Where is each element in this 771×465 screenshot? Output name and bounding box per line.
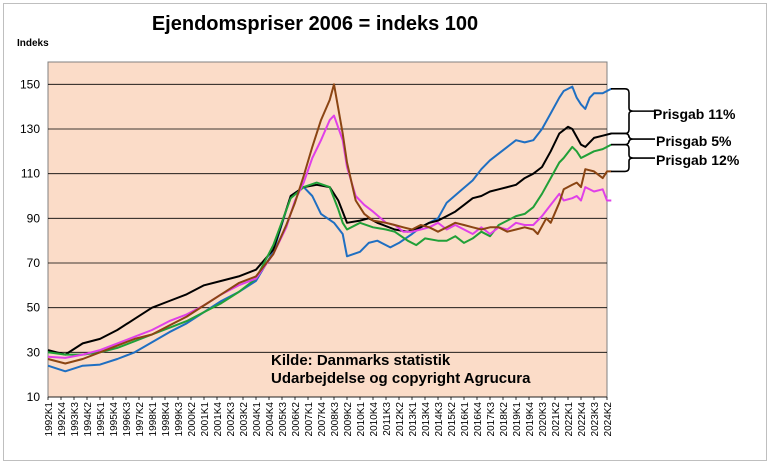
chart-title: Ejendomspriser 2006 = indeks 100 — [151, 13, 479, 35]
x-tick-label: 1997K2 — [135, 402, 146, 437]
x-tick-label: 2001K1 — [200, 402, 211, 437]
x-tick-label: 1998K1 — [148, 402, 159, 437]
x-tick-label: 2020K3 — [538, 402, 549, 437]
x-tick-label: 2003K2 — [239, 402, 250, 437]
x-tick-label: 2002K3 — [226, 402, 237, 437]
x-tick-label: 2013K1 — [408, 402, 419, 437]
x-tick-label: 2004K1 — [252, 402, 263, 437]
series-line — [47, 143, 612, 356]
y-axis-ticks: 10 30 50 70 90 110 130 150 — [20, 77, 40, 404]
x-tick-label: 1994K2 — [83, 402, 94, 437]
x-tick-label: 1998K4 — [161, 402, 172, 437]
x-axis-ticks: 1992K1 1992K4 1993K3 1994K2 1995K1 1995K4 1996… — [44, 397, 614, 436]
x-tick-label: 2023K3 — [590, 402, 601, 437]
x-tick-label: 1999K3 — [174, 402, 185, 437]
series-layer — [47, 83, 612, 373]
x-tick-label: 2007K1 — [304, 402, 315, 437]
x-tick-label: 2022K4 — [577, 402, 588, 437]
x-tick-label: 2010K1 — [356, 402, 367, 437]
gap-bracket — [611, 132, 634, 146]
y-tick-label: 90 — [27, 211, 41, 225]
y-tick-label: 150 — [20, 77, 40, 91]
x-tick-label: 2017K3 — [486, 402, 497, 437]
chart-frame — [3, 3, 767, 461]
x-tick-label: 2006K2 — [291, 402, 302, 437]
annotation-prisgab-11: Prisgab 11% — [653, 106, 736, 122]
x-tick-label: 2022K1 — [564, 402, 575, 437]
x-tick-label: 1993K3 — [70, 402, 81, 437]
x-tick-label: 2007K4 — [317, 402, 328, 437]
x-tick-label: 1995K4 — [109, 402, 120, 437]
series-line — [47, 83, 612, 365]
y-tick-label: 50 — [27, 301, 41, 315]
y-tick-label: 30 — [27, 345, 41, 359]
x-tick-label: 1992K4 — [57, 402, 68, 437]
x-tick-label: 2018K2 — [499, 402, 510, 437]
x-tick-label: 2013K4 — [421, 402, 432, 437]
x-tick-label: 1996K3 — [122, 402, 133, 437]
x-tick-label: 2016K1 — [460, 402, 471, 437]
x-tick-label: 2012K2 — [395, 402, 406, 437]
source-note: Kilde: Danmarks statistik Udarbejdelse o… — [271, 352, 531, 388]
plot-area — [47, 61, 608, 398]
x-tick-label: 2004K4 — [265, 402, 276, 437]
x-tick-label: 1992K1 — [44, 402, 55, 437]
price-gap-brackets — [611, 88, 655, 173]
x-tick-label: 2000K2 — [187, 402, 198, 437]
x-tick-label: 2001K4 — [213, 402, 224, 437]
y-tick-label: 130 — [20, 122, 40, 136]
annotation-prisgab-5: Prisgab 5% — [656, 133, 732, 149]
gap-bracket — [611, 143, 634, 173]
y-tick-label: 10 — [27, 390, 41, 404]
x-tick-label: 2015K2 — [447, 402, 458, 437]
source-line: Kilde: Danmarks statistik — [271, 352, 451, 369]
y-tick-label: 110 — [21, 167, 40, 181]
x-tick-label: 2011K3 — [382, 402, 393, 436]
x-tick-label: 2009K2 — [343, 402, 354, 437]
x-tick-label: 2010K4 — [369, 402, 380, 437]
x-tick-label: 2019K1 — [512, 402, 523, 437]
x-tick-label: 1995K1 — [96, 402, 107, 437]
x-tick-label: 2021K2 — [551, 402, 562, 437]
grid-lines — [48, 83, 607, 398]
x-tick-label: 2016K4 — [473, 402, 484, 437]
x-tick-label: 2005K3 — [278, 402, 289, 437]
x-tick-label: 2008K3 — [330, 402, 341, 437]
gap-bracket — [611, 88, 634, 135]
y-axis-unit-label: Indeks — [17, 38, 49, 49]
x-tick-label: 2024K2 — [603, 402, 614, 437]
copyright-line: Udarbejdelse og copyright Agrucura — [271, 370, 531, 387]
y-tick-label: 70 — [27, 256, 41, 270]
x-tick-label: 2019K4 — [525, 402, 536, 437]
x-tick-label: 2014K3 — [434, 402, 445, 437]
annotation-prisgab-12: Prisgab 12% — [656, 152, 740, 168]
